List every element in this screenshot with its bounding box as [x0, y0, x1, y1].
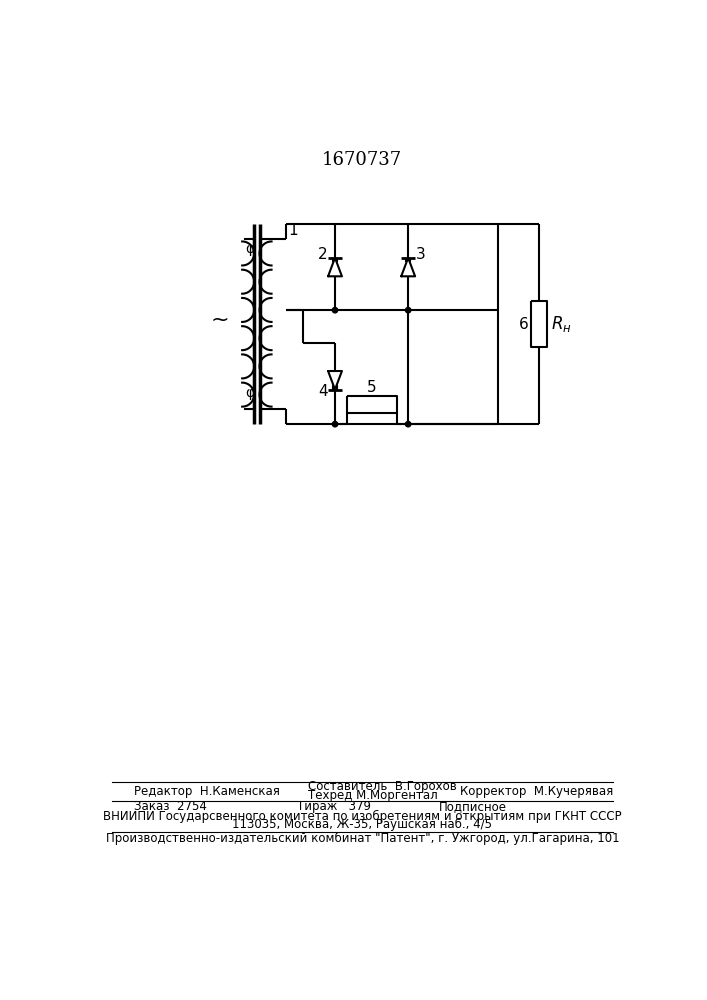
Text: 1670737: 1670737: [322, 151, 402, 169]
Text: Производственно-издательский комбинат "Патент", г. Ужгород, ул.Гагарина, 101: Производственно-издательский комбинат "П…: [105, 832, 619, 845]
Text: Техред М.Моргентал: Техред М.Моргентал: [308, 789, 438, 802]
Text: 2: 2: [318, 247, 327, 262]
Text: ~: ~: [210, 310, 229, 330]
Circle shape: [332, 421, 338, 427]
Text: 4: 4: [318, 384, 327, 399]
Text: Заказ  2754: Заказ 2754: [134, 800, 206, 813]
Text: Редактор  Н.Каменская: Редактор Н.Каменская: [134, 785, 279, 798]
Text: φ: φ: [246, 386, 255, 400]
Text: 6: 6: [519, 317, 529, 332]
Text: Корректор  М.Кучерявая: Корректор М.Кучерявая: [460, 785, 614, 798]
Text: 3: 3: [416, 247, 426, 262]
Circle shape: [405, 421, 411, 427]
Text: $R_{н}$: $R_{н}$: [551, 314, 571, 334]
Text: 5: 5: [367, 380, 376, 395]
Text: Составитель  В.Горохов: Составитель В.Горохов: [308, 780, 457, 793]
Text: Подписное: Подписное: [438, 800, 506, 813]
Text: ВНИИПИ Государсвенного комитета по изобретениям и открытиям при ГКНТ СССР: ВНИИПИ Государсвенного комитета по изобр…: [103, 810, 621, 823]
Circle shape: [332, 307, 338, 313]
Text: φ: φ: [246, 242, 255, 256]
Circle shape: [405, 307, 411, 313]
Text: 1: 1: [288, 223, 298, 238]
Text: Тираж   379: Тираж 379: [297, 800, 371, 813]
Text: 113035, Москва, Ж-35, Раушская наб., 4/5: 113035, Москва, Ж-35, Раушская наб., 4/5: [233, 818, 492, 831]
